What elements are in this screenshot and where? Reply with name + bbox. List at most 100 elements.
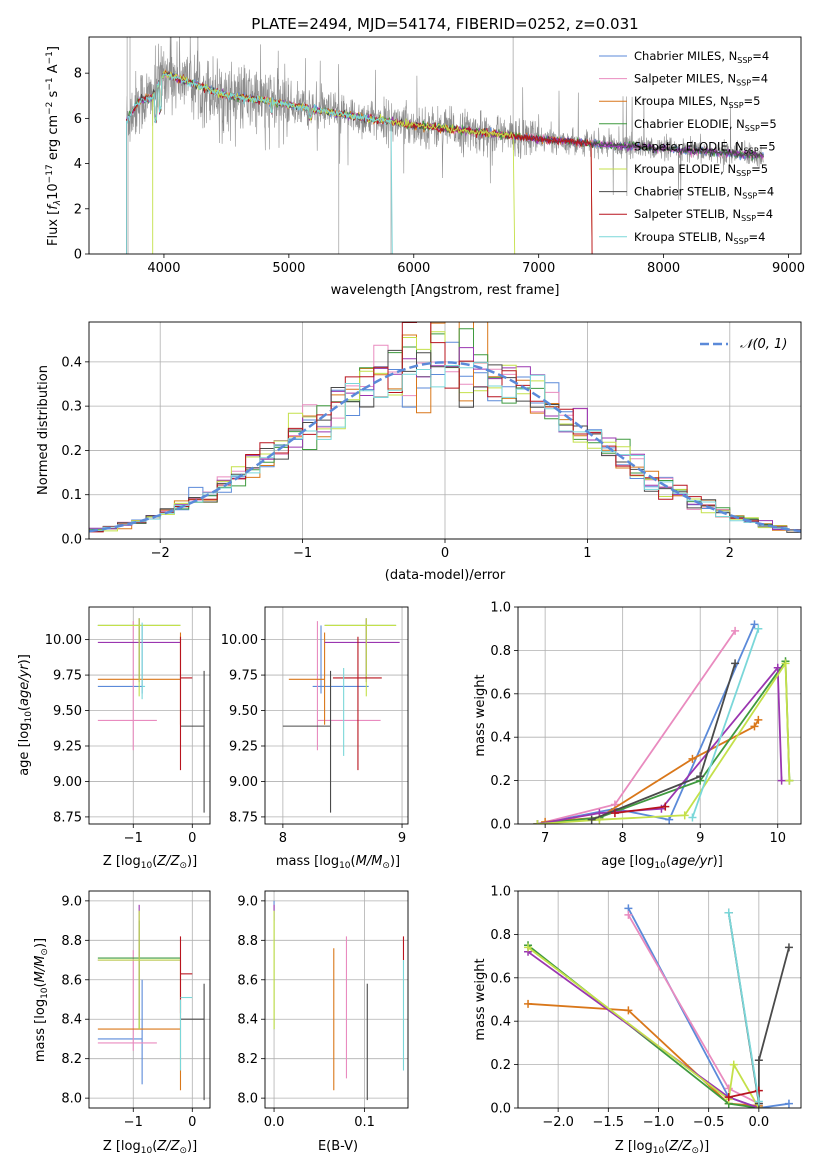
label-part: ⊙ [691, 1146, 699, 1156]
marker-salpeter-miles [724, 1084, 733, 1093]
x-tick-label: 7 [541, 831, 549, 846]
marker-kroupa-miles [754, 715, 763, 724]
marker-kroupa-stelib [724, 908, 733, 917]
marker-kroupa-miles [624, 1006, 633, 1015]
x-tick-label: −1 [293, 546, 312, 561]
x-axis-label: age [log10(age/yr)] [601, 854, 723, 871]
label-part: =4 [757, 185, 774, 199]
y-axis-label: Normed distribution [36, 365, 51, 495]
legend-label-chabrier-stelib: Chabrier STELIB, NSSP=4 [634, 185, 774, 201]
marker-salpeter-miles [731, 626, 740, 635]
x-tick-label: 2 [726, 546, 734, 561]
x-tick-label: −1.5 [593, 1115, 625, 1130]
marker-salpeter-miles [624, 910, 633, 919]
x-tick-label: 8 [279, 831, 287, 846]
x-tick-label: −0.5 [693, 1115, 725, 1130]
label-part: −2 [45, 102, 55, 115]
legend-label-salpeter-stelib: Salpeter STELIB, NSSP=4 [634, 207, 773, 223]
x-tick-label: 0 [188, 1115, 196, 1130]
y-tick-label: 9.00 [53, 775, 82, 790]
model-spectrum-kroupa-stelib [126, 73, 393, 254]
marker-salpeter-stelib [724, 1093, 733, 1102]
y-tick-label: 1.0 [490, 601, 511, 616]
marker-kroupa-elodie [680, 811, 689, 820]
y-tick-label: 0.6 [490, 971, 511, 986]
label-part: Salpeter ELODIE, N [634, 139, 744, 153]
label-part: ( [152, 854, 157, 869]
label-part: )] [699, 1139, 709, 1154]
y-tick-label: 1.0 [490, 885, 511, 900]
figure-title: PLATE=2494, MJD=54174, FIBERID=0252, z=0… [251, 15, 638, 33]
y-tick-label: 9.00 [229, 775, 258, 790]
marker-salpeter-stelib [754, 1086, 763, 1095]
y-tick-label: 8.2 [237, 1052, 258, 1067]
marker-chabrier-stelib [587, 815, 596, 824]
y-tick-label: 9.50 [53, 704, 82, 719]
plot-area [282, 618, 400, 813]
line-salpeter-stelib [728, 1089, 760, 1099]
label-part: Z [log [103, 1139, 141, 1154]
label-part: ( [351, 854, 356, 869]
y-tick-label: 0.0 [490, 1102, 511, 1117]
label-part: age [log [17, 723, 32, 776]
label-part: =4 [749, 230, 766, 244]
label-part: )] [390, 854, 400, 869]
y-tick-label: 9.75 [53, 669, 82, 684]
y-tick-label: 0.4 [490, 731, 511, 746]
marker-kroupa-stelib [754, 624, 763, 633]
marker-salpeter-elodie [773, 663, 782, 672]
legend-label-chabrier-miles: Chabrier MILES, NSSP=4 [634, 49, 769, 65]
y-tick-label: 8.4 [61, 1013, 82, 1028]
plot-area [533, 620, 794, 824]
spectrum-panel: 4000 5000 6000 7000 8000 9000 0 2 4 6 8 Chabrier MI… [45, 36, 805, 298]
line-kroupa-miles [545, 719, 760, 823]
y-tick-label: 9.25 [229, 739, 258, 754]
marker-salpeter-stelib [610, 809, 619, 818]
marker-kroupa-elodie [533, 820, 542, 824]
line-chabrier-elodie [537, 658, 791, 824]
label-part: ( [666, 854, 671, 869]
y-tick-label: 8.6 [61, 973, 82, 988]
y-axis-label: mass weight [473, 674, 488, 756]
y-tick-label: 0.3 [61, 400, 82, 415]
plot-area [97, 904, 205, 1101]
label-part: mass [log [33, 999, 48, 1062]
legend-label-normal: 𝒩(0, 1) [740, 337, 787, 352]
marker-kroupa-elodie [785, 776, 794, 785]
label-part: Chabrier MILES, N [634, 49, 737, 63]
label-part: ( [664, 1139, 669, 1154]
label-part: SSP [741, 214, 756, 223]
x-tick-label: 6000 [397, 261, 430, 276]
marker-salpeter-elodie [777, 776, 786, 785]
label-part: =5 [744, 94, 761, 108]
label-part: Kroupa MILES, N [634, 94, 729, 108]
y-tick-label: 0 [74, 248, 82, 263]
x-axis-label: wavelength [Angstrom, rest frame] [331, 283, 560, 298]
label-part: f [46, 203, 61, 210]
y-tick-label: 0.0 [490, 818, 511, 833]
label-part: Z/Z [668, 1139, 692, 1154]
x-tick-label: 8 [619, 831, 627, 846]
y-tick-label: 0.8 [490, 644, 511, 659]
x-tick-label: 10 [769, 831, 786, 846]
marker-salpeter-stelib [661, 802, 670, 811]
mass-vs-extinction-panel: 0.0 0.1 8.0 8.2 8.4 8.6 8.8 9.0 E(B-V) [237, 890, 409, 1154]
label-part: =4 [752, 49, 769, 63]
label-part: 10 [46, 183, 61, 200]
x-axis-label: Z [log10(Z/Z⊙)] [103, 854, 197, 871]
plot-area [273, 900, 405, 1101]
label-part: Chabrier STELIB, N [634, 185, 742, 199]
label-part: SSP [729, 101, 744, 110]
spectrum-plot-area [126, 37, 764, 254]
label-part: 10 [40, 987, 50, 999]
x-tick-label: 0.1 [354, 1115, 375, 1130]
y-tick-label: 8.75 [229, 810, 258, 825]
marker-chabrier-stelib [784, 943, 793, 952]
label-part: age [log [601, 854, 654, 869]
label-part: 10 [141, 1146, 153, 1156]
label-part: Salpeter MILES, N [634, 72, 736, 86]
label-part: −1 [45, 77, 55, 90]
label-part: SSP [742, 192, 757, 201]
label-part: SSP [737, 56, 752, 65]
